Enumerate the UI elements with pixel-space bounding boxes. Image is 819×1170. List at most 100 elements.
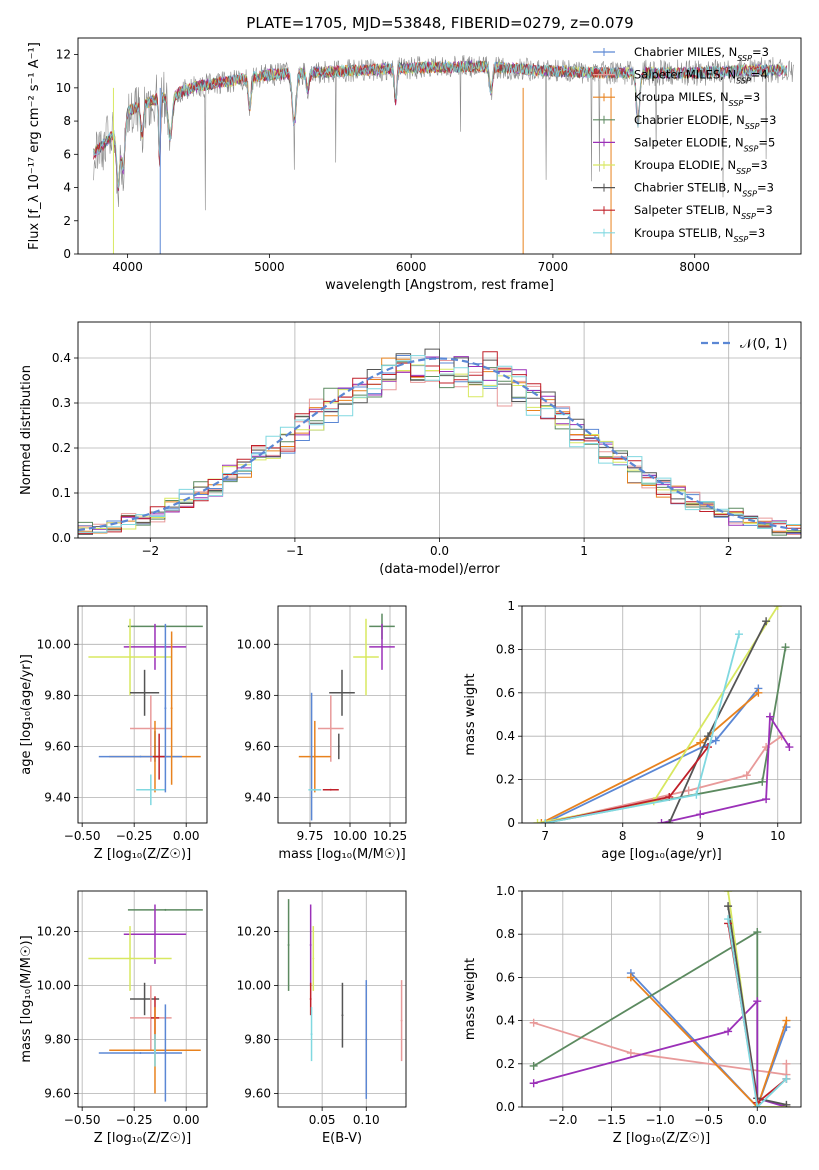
plot-frame	[277, 605, 407, 824]
errorbar-point	[149, 788, 152, 791]
y-axis-label: mass weight	[463, 958, 478, 1040]
age-vs-mass-panel: 9.75 10.00 10.25 9.40 9.60 9.80 10.00 mass [log…	[237, 605, 407, 862]
x-tick-label: 8000	[679, 260, 710, 274]
x-tick-label: −0.5	[694, 1113, 723, 1127]
mass-vs-extinction-panel: 0.05 0.10 9.60 9.80 10.00 10.20 E(B-V)	[237, 890, 407, 1146]
y-tick-label: 0.2	[52, 441, 71, 455]
legend-nssp: =3	[751, 158, 768, 172]
errorbar-point	[139, 755, 142, 758]
x-tick-label: 10.00	[333, 829, 367, 843]
y-tick-label: 10.00	[237, 979, 271, 993]
weight-marker	[762, 795, 771, 804]
legend-subscript: SSP	[742, 189, 757, 198]
y-axis-label: Flux [f_λ 10⁻¹⁷ erg cm⁻² s⁻¹ A⁻¹]	[27, 42, 42, 250]
x-tick-label: 0.10	[353, 1113, 380, 1127]
legend-subscript: SSP	[745, 121, 760, 130]
weight-marker	[724, 891, 733, 895]
plot-area	[93, 54, 794, 254]
legend-subscript: SSP	[741, 212, 756, 221]
x-tick-label: −1.0	[645, 1113, 674, 1127]
normal-curve	[78, 357, 801, 532]
x-tick-label: 0.0	[430, 544, 449, 558]
errorbar-point	[313, 788, 316, 791]
y-tick-label: 9.40	[244, 790, 271, 804]
y-tick-label: 0.6	[496, 686, 515, 700]
y-tick-label: 9.80	[44, 688, 71, 702]
x-tick-label: −1	[286, 544, 304, 558]
legend-subscript: SSP	[734, 234, 749, 243]
weight-marker	[626, 973, 635, 982]
plot-frame	[77, 37, 802, 255]
y-tick-label: 0.4	[496, 729, 515, 743]
legend-subscript: SSP	[737, 54, 752, 63]
y-tick-label: 9.60	[244, 739, 271, 753]
errorbar-point	[329, 727, 332, 730]
weight-marker	[692, 790, 701, 799]
y-tick-label: 1	[507, 599, 515, 613]
x-axis-label: Z [log₁₀(Z/Z☉)]	[613, 1131, 710, 1146]
x-tick-label: 10.25	[373, 829, 407, 843]
weight-vs-metallicity-panel: −2.0 −1.5 −1.0 −0.5 0.0 0.0 0.2 0.4 0.6 0.8 1.0 Z […	[463, 884, 802, 1146]
weight-marker	[782, 1016, 791, 1025]
y-tick-label: 9.40	[44, 790, 71, 804]
x-axis-label: mass [log₁₀(M/M☉)]	[278, 847, 405, 862]
weight-line-5	[727, 891, 787, 1107]
x-tick-label: 7	[541, 829, 549, 843]
weight-marker	[781, 643, 790, 652]
weight-marker	[753, 1103, 762, 1107]
x-tick-label: −0.25	[116, 1113, 153, 1127]
weight-marker	[696, 738, 705, 747]
plot-frame	[521, 890, 802, 1108]
weight-marker	[782, 1074, 791, 1083]
legend-subscript: SSP	[736, 76, 751, 85]
x-tick-label: 10	[770, 829, 785, 843]
weight-marker	[785, 743, 794, 752]
weight-marker	[753, 997, 762, 1006]
y-tick-label: 0.4	[52, 351, 71, 365]
plot-area	[88, 904, 203, 1102]
errorbar-point	[310, 1033, 313, 1036]
x-tick-label: 2	[725, 544, 733, 558]
x-tick-label: −2	[141, 544, 159, 558]
plot-area	[298, 613, 395, 821]
legend-label: Salpeter STELIB, NSSP=3	[634, 203, 773, 221]
weight-marker	[657, 819, 666, 823]
plot-area	[529, 891, 791, 1107]
x-axis-label: (data-model)/error	[379, 562, 500, 577]
legend-nssp: =3	[760, 113, 777, 127]
weight-marker	[724, 902, 733, 911]
plot-frame	[521, 605, 802, 824]
weight-marker	[665, 819, 674, 823]
errorbar-point	[312, 957, 315, 960]
errorbar-point	[139, 1052, 142, 1054]
weight-marker	[724, 915, 733, 924]
histogram-8	[78, 355, 801, 538]
errorbar-point	[313, 755, 316, 758]
x-axis-label: E(B-V)	[322, 1131, 362, 1146]
errorbar-point	[309, 944, 312, 946]
y-tick-label: 10	[56, 81, 71, 95]
weight-marker	[773, 606, 782, 610]
y-tick-label: 0.2	[496, 1057, 515, 1071]
legend-subscript: SSP	[736, 167, 751, 176]
y-tick-label: 9.80	[44, 1033, 71, 1047]
weight-line-8	[727, 918, 788, 1107]
y-tick-label: 0.4	[496, 1014, 515, 1028]
model-spectrum-7	[93, 60, 788, 191]
plot-frame	[77, 321, 802, 539]
weight-marker	[537, 819, 546, 823]
errorbar-point	[329, 788, 332, 791]
weight-marker	[541, 819, 550, 823]
y-tick-label: 2	[63, 214, 71, 228]
legend-nssp: =5	[758, 135, 775, 149]
y-tick-label: 0	[507, 816, 515, 830]
errorbar-point	[149, 727, 152, 730]
y-axis-label: Normed distribution	[19, 365, 34, 495]
y-tick-label: 0.0	[52, 531, 71, 545]
legend-label: Salpeter ELODIE, NSSP=5	[634, 135, 775, 153]
y-axis-label: mass weight	[463, 673, 478, 755]
x-tick-label: −2.0	[548, 1113, 577, 1127]
weight-marker	[533, 819, 542, 823]
y-tick-label: 0.8	[496, 642, 515, 656]
